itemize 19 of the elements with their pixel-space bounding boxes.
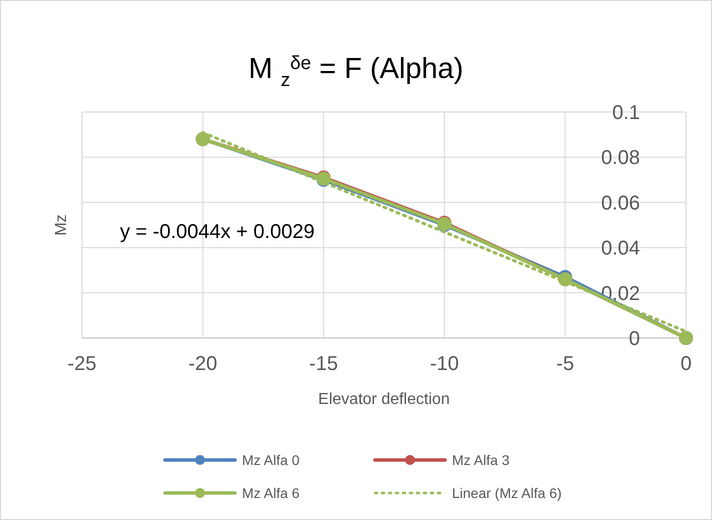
y-tick-label: 0.06 <box>601 192 640 214</box>
legend-label: Linear (Mz Alfa 6) <box>452 485 562 501</box>
x-tick-label: -25 <box>68 353 96 375</box>
y-tick-label: 0 <box>628 328 640 350</box>
y-axis-title: Mz <box>53 214 70 236</box>
y-tick-label: 0.04 <box>601 238 640 260</box>
x-tick-label: -20 <box>188 353 218 375</box>
x-tick-label: -10 <box>430 353 459 375</box>
legend-label: Mz Alfa 6 <box>242 485 300 501</box>
x-tick-label: -15 <box>309 353 338 375</box>
annotation: y = -0.0044x + 0.0029 <box>120 221 315 243</box>
legend-label: Mz Alfa 3 <box>452 452 510 468</box>
x-axis-title: Elevator deflection <box>318 391 450 408</box>
legend-label: Mz Alfa 0 <box>242 452 300 468</box>
x-tick-label: 0 <box>680 353 692 375</box>
y-tick-label: 0.1 <box>612 102 640 124</box>
x-tick-label: -5 <box>556 353 574 375</box>
chart-title: M $_{z}$$^{δe}$ = F (Alpha) <box>248 52 464 90</box>
y-tick-label: 0.08 <box>601 147 640 170</box>
